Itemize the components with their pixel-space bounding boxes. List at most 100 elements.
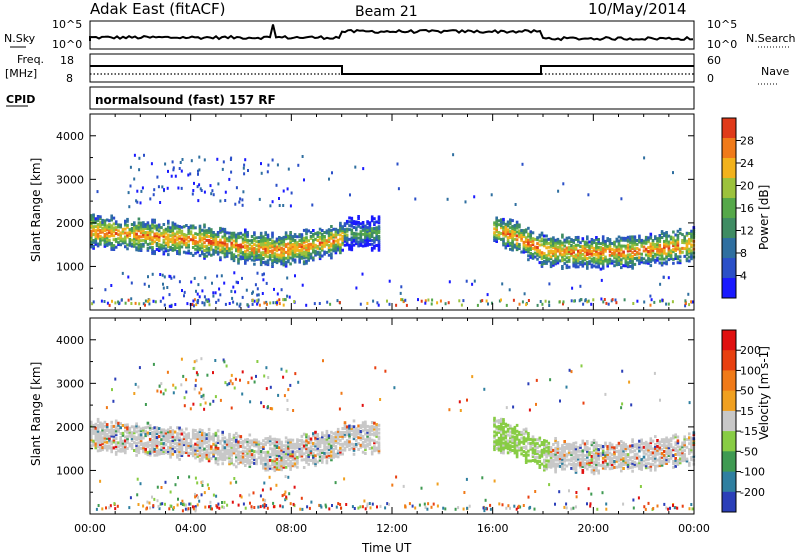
echo-cell bbox=[606, 260, 609, 264]
echo-cell bbox=[151, 248, 154, 251]
echo-cell bbox=[135, 446, 138, 449]
echo-cell bbox=[228, 231, 231, 235]
echo-cell bbox=[339, 233, 342, 237]
echo-cell bbox=[620, 461, 623, 465]
echo-cell bbox=[640, 440, 643, 444]
echo-cell bbox=[142, 238, 145, 242]
echo-cell bbox=[570, 299, 573, 303]
echo-cell bbox=[570, 443, 573, 447]
echo-cell bbox=[377, 221, 381, 225]
echo-cell bbox=[631, 459, 634, 463]
echo-cell bbox=[373, 246, 376, 250]
echo-cell bbox=[103, 221, 107, 225]
echo-cell bbox=[511, 225, 514, 228]
echo-cell bbox=[99, 230, 102, 234]
echo-cell bbox=[688, 452, 691, 455]
echo-cell bbox=[307, 453, 310, 456]
echo-cell bbox=[208, 303, 211, 307]
echo-cell bbox=[312, 250, 315, 254]
echo-cell bbox=[370, 229, 374, 233]
echo-cell bbox=[678, 251, 682, 255]
echo-cell bbox=[96, 234, 100, 238]
echo-cell bbox=[513, 447, 517, 451]
echo-cell bbox=[565, 238, 569, 242]
echo-cell bbox=[610, 461, 614, 464]
echo-cell bbox=[493, 440, 496, 444]
echo-cell bbox=[548, 304, 551, 307]
echo-cell bbox=[273, 447, 277, 451]
echo-cell bbox=[278, 204, 281, 207]
freq-label-line1: Freq. bbox=[17, 53, 44, 66]
echo-cell bbox=[574, 459, 578, 463]
echo-cell bbox=[592, 248, 596, 252]
echo-cell bbox=[341, 225, 344, 229]
echo-cell bbox=[197, 172, 199, 176]
echo-cell bbox=[316, 444, 320, 448]
echo-cell bbox=[312, 447, 315, 451]
echo-cell bbox=[94, 238, 98, 242]
echo-cell bbox=[332, 449, 335, 453]
echo-cell bbox=[119, 426, 122, 430]
echo-cell bbox=[565, 256, 569, 260]
echo-cell bbox=[538, 460, 542, 464]
echo-cell bbox=[105, 423, 109, 427]
echo-cell bbox=[565, 464, 569, 468]
echo-cell bbox=[252, 290, 254, 294]
echo-cell bbox=[305, 451, 308, 455]
echo-cell bbox=[595, 465, 598, 468]
echo-cell bbox=[339, 221, 342, 225]
echo-cell bbox=[321, 236, 324, 240]
echo-cell bbox=[493, 442, 496, 446]
echo-cell bbox=[676, 241, 680, 245]
echo-cell bbox=[520, 448, 523, 452]
echo-cell bbox=[178, 226, 181, 230]
echo-cell bbox=[230, 457, 233, 461]
echo-cell bbox=[187, 443, 190, 447]
echo-cell bbox=[284, 452, 288, 456]
echo-cell bbox=[239, 251, 243, 255]
echo-cell bbox=[298, 252, 301, 256]
echo-cell bbox=[565, 266, 569, 270]
echo-cell bbox=[509, 440, 512, 444]
echo-cell bbox=[221, 462, 224, 466]
echo-cell bbox=[545, 260, 548, 263]
echo-cell bbox=[617, 465, 621, 469]
echo-cell bbox=[232, 445, 236, 449]
echo-cell bbox=[207, 445, 211, 449]
echo-cell bbox=[656, 252, 659, 256]
echo-cell bbox=[656, 256, 659, 260]
echo-cell bbox=[339, 249, 342, 253]
echo-cell bbox=[678, 231, 682, 235]
echo-cell bbox=[361, 223, 365, 226]
echo-cell bbox=[502, 420, 505, 423]
echo-cell bbox=[554, 468, 557, 472]
echo-cell bbox=[296, 455, 299, 459]
echo-cell bbox=[524, 429, 528, 433]
echo-cell bbox=[536, 246, 539, 249]
echo-cell bbox=[565, 240, 569, 244]
echo-cell bbox=[497, 231, 501, 234]
echo-cell bbox=[266, 450, 270, 454]
colorbar-swatch bbox=[722, 178, 736, 199]
echo-cell bbox=[155, 242, 159, 245]
echo-cell bbox=[556, 247, 560, 251]
echo-cell bbox=[135, 442, 138, 445]
echo-cell bbox=[518, 247, 521, 250]
echo-cell bbox=[185, 437, 188, 441]
echo-cell bbox=[375, 448, 378, 452]
echo-cell bbox=[171, 225, 175, 229]
echo-cell bbox=[617, 443, 621, 447]
echo-cell bbox=[513, 228, 517, 231]
echo-cell bbox=[171, 235, 175, 239]
echo-cell bbox=[293, 242, 297, 246]
echo-cell bbox=[685, 457, 689, 461]
echo-cell bbox=[266, 249, 270, 253]
echo-cell bbox=[241, 198, 244, 202]
echo-cell bbox=[509, 247, 512, 251]
echo-cell bbox=[334, 229, 338, 233]
echo-cell bbox=[493, 444, 496, 448]
echo-cell bbox=[246, 455, 249, 459]
echo-cell bbox=[124, 443, 127, 447]
echo-cell bbox=[203, 245, 206, 249]
echo-cell bbox=[663, 249, 666, 253]
